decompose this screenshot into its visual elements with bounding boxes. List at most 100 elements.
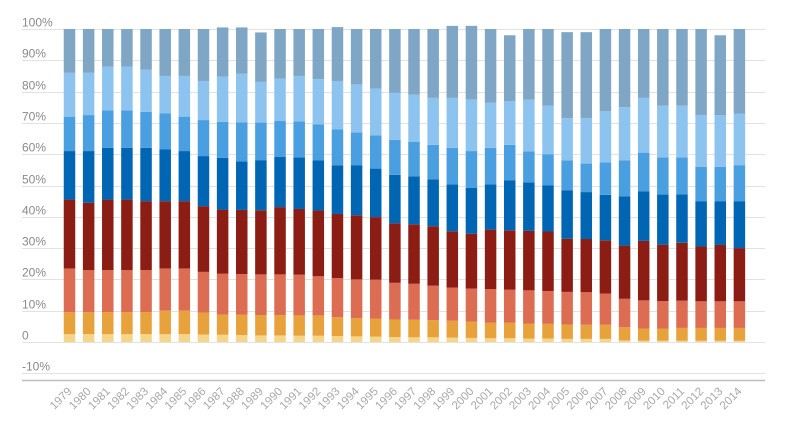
bar-segment — [369, 336, 382, 342]
bar-stack-1983 — [140, 29, 152, 342]
bar-segment — [618, 245, 631, 299]
bar-segment — [599, 162, 612, 195]
bar-segment — [676, 105, 688, 158]
bar-segment — [159, 310, 171, 335]
bar-segment — [389, 319, 401, 337]
bar-segment — [293, 274, 305, 316]
bar-stack-2012 — [695, 29, 707, 342]
bar-segment — [350, 165, 363, 216]
bar-segment — [216, 334, 229, 342]
bar-segment — [236, 161, 248, 210]
bar-segment — [714, 201, 727, 245]
bar-segment — [657, 157, 669, 195]
bar-segment — [255, 335, 267, 342]
bar-segment — [255, 32, 267, 82]
bar-segment — [63, 116, 76, 152]
bar-segment — [446, 337, 459, 342]
bar-segment — [82, 115, 95, 152]
bar-segment — [312, 335, 325, 342]
bar-segment — [178, 75, 191, 117]
bar-segment — [733, 340, 746, 342]
bar-segment — [427, 337, 439, 342]
bar-segment — [465, 337, 478, 342]
bar-stack-1998 — [427, 29, 439, 342]
bar-segment — [733, 113, 746, 166]
bar-segment — [63, 151, 76, 200]
bar-segment — [389, 336, 401, 342]
bar-segment — [657, 301, 669, 329]
bar-segment — [293, 315, 305, 336]
bar-segment — [599, 111, 612, 163]
bar-segment — [542, 338, 554, 342]
bar-segment — [140, 111, 152, 148]
bar-segment — [427, 285, 439, 321]
bar-segment — [695, 301, 707, 328]
bar-segment — [121, 29, 133, 67]
bar-segment — [465, 99, 478, 152]
bar-segment — [102, 29, 114, 67]
bar-segment — [484, 147, 497, 185]
bar-segment — [599, 29, 612, 112]
bar-segment — [618, 340, 631, 342]
bar-segment — [618, 160, 631, 197]
bar-segment — [389, 139, 401, 175]
bar-stack-1996 — [389, 29, 401, 342]
bar-segment — [618, 107, 631, 161]
bar-segment — [236, 122, 248, 162]
bar-segment — [197, 120, 210, 157]
bar-segment — [637, 191, 650, 241]
bar-segment — [121, 199, 133, 271]
bar-segment — [695, 115, 707, 167]
bar-segment — [255, 274, 267, 316]
bar-segment — [408, 337, 420, 342]
bar-segment — [427, 29, 439, 98]
bar-segment — [350, 318, 363, 337]
bar-segment — [293, 208, 305, 275]
bar-segment — [484, 322, 497, 339]
bar-stack-1991 — [293, 29, 305, 342]
bar-segment — [197, 156, 210, 207]
y-tick-label: 60% — [22, 141, 46, 155]
bar-segment — [82, 202, 95, 271]
bar-segment — [312, 276, 325, 316]
bar-segment — [561, 118, 573, 161]
bar-segment — [637, 328, 650, 341]
bar-segment — [484, 102, 497, 148]
bar-segment — [121, 66, 133, 111]
bar-segment — [350, 279, 363, 319]
bar-segment — [637, 152, 650, 192]
y-tick-label: 0 — [22, 329, 29, 343]
bar-segment — [63, 199, 76, 269]
bar-segment — [63, 72, 76, 117]
bar-segment — [561, 190, 573, 239]
bar-segment — [102, 199, 114, 271]
bar-stack-1985 — [178, 29, 191, 342]
bar-segment — [63, 312, 76, 335]
bar-segment — [178, 268, 191, 311]
bar-segment — [140, 147, 152, 202]
bar-segment — [465, 151, 478, 188]
bar-segment — [178, 201, 191, 269]
bar-segment — [446, 147, 459, 185]
bar-segment — [657, 105, 669, 158]
bar-segment — [140, 334, 152, 342]
bar-segment — [82, 334, 95, 342]
bar-segment — [216, 314, 229, 335]
bar-segment — [408, 94, 420, 142]
bar-segment — [446, 97, 459, 148]
bar-segment — [484, 338, 497, 342]
bar-segment — [140, 270, 152, 313]
bar-segment — [695, 246, 707, 302]
y-tick-label: 10% — [22, 298, 46, 312]
bar-segment — [408, 283, 420, 320]
bar-segment — [102, 66, 114, 111]
bar-segment — [657, 244, 669, 301]
y-tick-label: 20% — [22, 266, 46, 280]
bar-segment — [542, 29, 554, 106]
bar-stack-2010 — [657, 29, 669, 342]
bar-segment — [523, 230, 535, 291]
bar-segment — [140, 201, 152, 271]
bar-segment — [599, 338, 612, 342]
bar-segment — [389, 174, 401, 224]
y-axis-ticks: -10% 0 10% 20% 30% 40% 50% 60% 70% 80% 90% 100% — [22, 16, 53, 374]
